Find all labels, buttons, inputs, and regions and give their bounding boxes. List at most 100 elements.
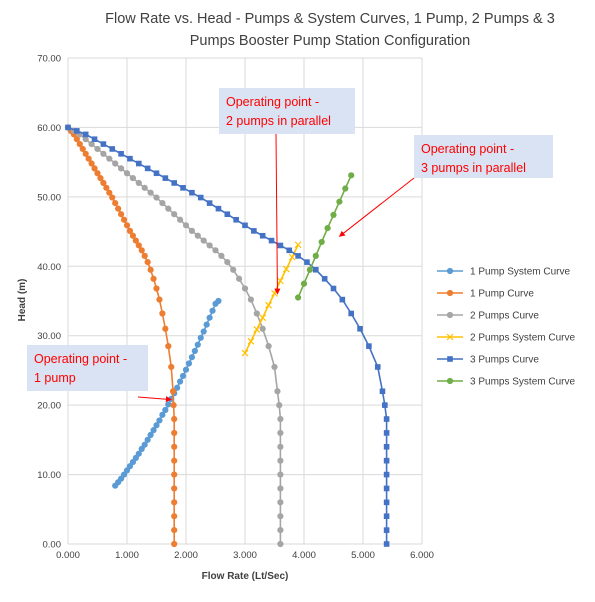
3-pumps-system-curve-point bbox=[300, 280, 308, 287]
1-pump-system-curve-point bbox=[209, 307, 216, 314]
2-pumps-system-curve-line bbox=[244, 244, 299, 354]
3-pumps-system-curve-point bbox=[312, 252, 319, 259]
legend-marker bbox=[446, 289, 454, 297]
3-pumps-system-curve-point bbox=[295, 294, 302, 301]
annotation-box bbox=[414, 135, 553, 178]
1-pump-curve-point bbox=[97, 175, 104, 182]
2-pumps-system-curve-point bbox=[247, 337, 255, 345]
1-pump-system-curve-point bbox=[144, 436, 151, 443]
3-pumps-curve-point bbox=[330, 285, 337, 292]
3-pumps-curve-point bbox=[82, 131, 89, 138]
3-pumps-curve-point bbox=[100, 141, 107, 147]
3-pumps-curve-point bbox=[357, 325, 363, 332]
2-pumps-curve-point bbox=[277, 429, 284, 437]
x-tick-label: 6.000 bbox=[410, 550, 434, 561]
series-1-pump-curve bbox=[64, 124, 178, 548]
3-pumps-curve-point bbox=[374, 364, 381, 370]
1-pump-curve-point bbox=[147, 266, 154, 273]
1-pump-curve-point bbox=[138, 247, 145, 254]
1-pump-curve-point bbox=[171, 457, 178, 464]
2-pumps-curve-point bbox=[277, 443, 284, 450]
annotation-operating-point-2: Operating point - 2 pumps in parallel bbox=[219, 88, 355, 295]
3-pumps-curve-point bbox=[109, 146, 116, 152]
2-pumps-system-curve-point bbox=[259, 314, 267, 322]
legend-marker bbox=[446, 333, 454, 341]
y-tick-label: 0.00 bbox=[43, 540, 62, 551]
1-pump-curve-point bbox=[91, 165, 98, 172]
1-pump-curve-point bbox=[85, 155, 92, 162]
2-pumps-curve-point bbox=[165, 205, 172, 212]
3-pumps-system-curve-point bbox=[330, 211, 337, 219]
3-pumps-curve-point bbox=[286, 247, 293, 254]
1-pump-curve-point bbox=[171, 485, 178, 492]
legend-marker bbox=[447, 356, 453, 362]
2-pumps-curve-point bbox=[106, 155, 113, 162]
2-pumps-system-curve-point bbox=[271, 289, 278, 297]
3-pumps-system-curve-point bbox=[306, 266, 313, 273]
1-pump-curve-point bbox=[79, 145, 86, 153]
1-pump-curve-point bbox=[94, 170, 101, 177]
2-pumps-curve-point bbox=[129, 175, 136, 182]
3-pumps-system-curve-point bbox=[324, 225, 331, 232]
1-pump-curve-point bbox=[144, 259, 151, 266]
legend-item-3-pumps-curve: 3 Pumps Curve bbox=[437, 355, 539, 366]
2-pumps-curve-point bbox=[153, 194, 160, 201]
2-pumps-curve-point bbox=[241, 285, 249, 292]
x-tick-label: 3.000 bbox=[233, 550, 257, 561]
1-pump-system-curve-point bbox=[185, 360, 193, 367]
annotation-text: 2 pumps in parallel bbox=[226, 114, 331, 128]
2-pumps-system-curve-point bbox=[288, 253, 296, 261]
3-pumps-curve-point bbox=[180, 185, 186, 191]
2-pumps-curve-point bbox=[277, 513, 284, 520]
2-pumps-curve-point bbox=[230, 266, 237, 273]
legend-label: 3 Pumps Curve bbox=[470, 355, 539, 366]
2-pumps-system-curve-point bbox=[253, 326, 261, 333]
2-pumps-system-curve-point bbox=[265, 301, 273, 309]
2-pumps-curve-point bbox=[236, 275, 243, 282]
2-pumps-curve-point bbox=[265, 343, 272, 350]
1-pump-curve-point bbox=[171, 540, 178, 548]
3-pumps-curve-point bbox=[197, 194, 204, 201]
legend-label: 1 Pump System Curve bbox=[470, 267, 570, 278]
3-pumps-curve-point bbox=[383, 499, 390, 506]
1-pump-curve-point bbox=[109, 194, 116, 201]
2-pumps-curve-point bbox=[212, 247, 219, 254]
series-1-pump-system-curve bbox=[112, 297, 222, 489]
y-axis-title: Head (m) bbox=[17, 279, 28, 322]
1-pump-system-curve-point bbox=[162, 406, 169, 414]
1-pump-curve-point bbox=[168, 363, 175, 371]
y-tick-label: 10.00 bbox=[37, 470, 61, 481]
legend-item-2-pumps-curve: 2 Pumps Curve bbox=[437, 311, 539, 322]
3-pumps-curve-point bbox=[304, 259, 310, 265]
legend-label: 2 Pumps Curve bbox=[470, 311, 539, 322]
2-pumps-curve-point bbox=[177, 216, 184, 223]
2-pumps-curve-point bbox=[277, 499, 284, 506]
3-pumps-curve-point bbox=[383, 457, 390, 464]
legend-marker bbox=[446, 311, 454, 319]
3-pumps-curve-point bbox=[383, 513, 390, 520]
3-pumps-curve-point bbox=[91, 136, 98, 143]
3-pumps-curve-point bbox=[321, 275, 328, 282]
3-pumps-curve-point bbox=[206, 200, 213, 206]
2-pumps-curve-point bbox=[194, 232, 201, 239]
2-pumps-curve-point bbox=[88, 140, 95, 148]
series-2-pumps-system-curve bbox=[241, 241, 302, 357]
2-pumps-system-curve-point bbox=[241, 349, 249, 357]
1-pump-system-curve-point bbox=[188, 354, 195, 361]
1-pump-curve-point bbox=[171, 429, 178, 437]
3-pumps-system-curve-line bbox=[297, 175, 352, 298]
1-pump-system-curve-point bbox=[182, 366, 190, 373]
series-2-pumps-curve bbox=[64, 124, 284, 548]
y-tick-label: 60.00 bbox=[37, 123, 61, 134]
series-layer bbox=[64, 124, 390, 548]
legend-marker bbox=[446, 377, 454, 385]
2-pumps-curve-point bbox=[118, 165, 125, 172]
3-pumps-curve-point bbox=[118, 151, 124, 157]
3-pumps-curve-point bbox=[251, 228, 257, 234]
3-pumps-curve-point bbox=[224, 211, 231, 218]
2-pumps-curve-point bbox=[159, 200, 166, 207]
annotation-text: Operating point - bbox=[226, 95, 319, 109]
3-pumps-system-curve-point bbox=[336, 198, 343, 205]
series-3-pumps-curve bbox=[65, 124, 390, 547]
